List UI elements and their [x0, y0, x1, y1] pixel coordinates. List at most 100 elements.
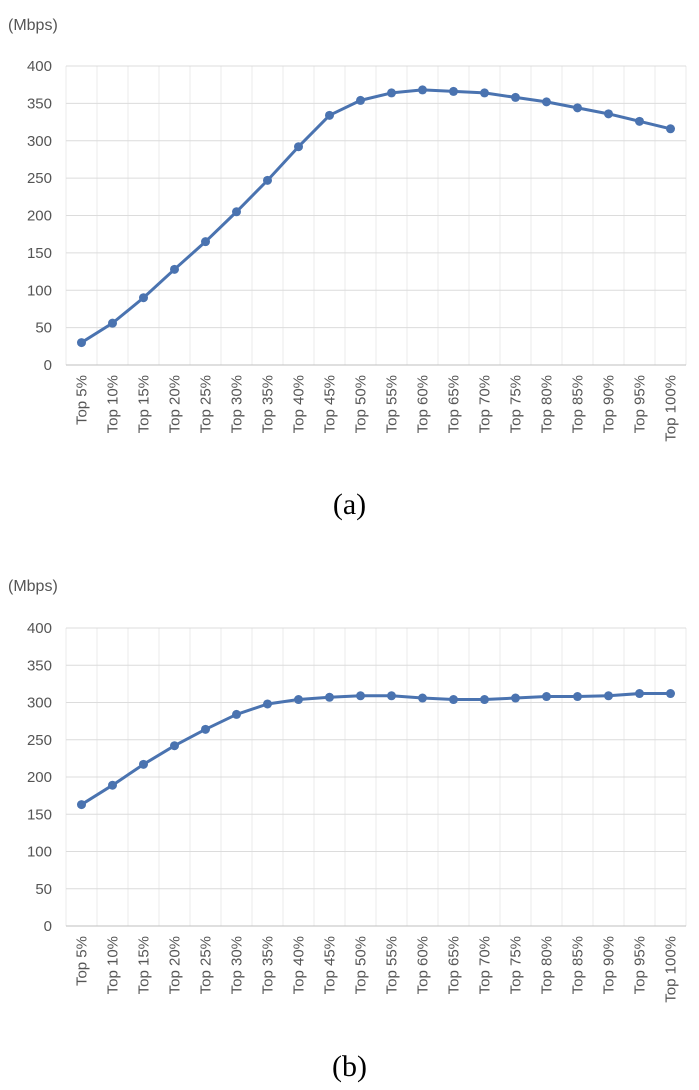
caption-a: (a): [332, 488, 367, 521]
y-unit-label: (Mbps): [8, 578, 58, 595]
data-point: [480, 695, 489, 705]
y-tick-label: 100: [27, 844, 52, 861]
data-point: [170, 741, 179, 751]
data-point: [635, 116, 644, 126]
y-tick-label: 350: [27, 95, 52, 112]
data-point: [635, 689, 644, 699]
y-tick-label: 400: [27, 58, 52, 75]
data-point: [356, 691, 365, 701]
line-chart-a: (Mbps) 0 50 100 150 200 250 300 350 400 Top 5% Top …: [8, 17, 687, 442]
series-line: [80, 88, 671, 344]
data-point: [449, 86, 458, 96]
data-point: [356, 95, 365, 105]
x-tick-label: Top 30%: [229, 936, 246, 994]
data-point: [139, 759, 148, 769]
data-point: [139, 293, 148, 303]
chart-panel-b: (Mbps) 0 50 100 150 200 250 300 350 400 Top 5% Top …: [0, 560, 699, 1040]
data-point: [666, 689, 675, 699]
data-point: [511, 693, 520, 703]
line-chart-b: (Mbps) 0 50 100 150 200 250 300 350 400 Top 5% Top …: [8, 578, 687, 1003]
y-tick-label: 200: [27, 208, 52, 225]
data-point: [542, 97, 551, 107]
data-point: [542, 692, 551, 702]
data-point: [263, 699, 272, 709]
y-tick-label: 250: [27, 732, 52, 749]
series-line: [80, 692, 671, 806]
data-point: [480, 88, 489, 98]
x-tick-label: Top 75%: [508, 375, 525, 433]
data-point: [666, 124, 675, 134]
y-tick-label: 350: [27, 657, 52, 674]
data-point: [201, 237, 210, 247]
x-tick-label: Top 75%: [508, 936, 525, 994]
x-tick-label: Top 10%: [105, 936, 122, 994]
x-tick-label: Top 55%: [384, 936, 401, 994]
y-tick-label: 150: [27, 806, 52, 823]
x-tick-label: Top 30%: [229, 375, 246, 433]
data-point: [573, 692, 582, 702]
data-point: [294, 695, 303, 705]
x-tick-label: Top 60%: [415, 375, 432, 433]
x-tick-label: Top 25%: [198, 375, 215, 433]
x-tick-label: Top 40%: [291, 936, 308, 994]
data-point: [604, 691, 613, 701]
x-tick-label: Top 45%: [322, 936, 339, 994]
data-point: [263, 175, 272, 185]
data-point: [387, 88, 396, 98]
data-point: [170, 264, 179, 274]
x-tick-label: Top 80%: [539, 375, 556, 433]
y-unit-label: (Mbps): [8, 17, 58, 34]
x-tick-label: Top 25%: [198, 936, 215, 994]
x-tick-label: Top 20%: [167, 375, 184, 433]
data-point: [418, 85, 427, 95]
x-tick-label: Top 15%: [136, 936, 153, 994]
data-point: [573, 103, 582, 113]
x-tick-label: Top 70%: [477, 375, 494, 433]
data-point: [449, 695, 458, 705]
data-point: [232, 207, 241, 217]
x-tick-label: Top 70%: [477, 936, 494, 994]
data-point: [604, 109, 613, 119]
y-tick-label: 300: [27, 695, 52, 712]
x-tick-label: Top 35%: [260, 936, 277, 994]
y-tick-label: 100: [27, 282, 52, 299]
data-point: [108, 318, 117, 328]
data-point: [387, 691, 396, 701]
x-tick-label: Top 85%: [570, 375, 587, 433]
x-tick-label: Top 35%: [260, 375, 277, 433]
data-point: [108, 780, 117, 790]
data-point: [418, 693, 427, 703]
x-tick-label: Top 50%: [353, 375, 370, 433]
x-tick-label: Top 90%: [601, 936, 618, 994]
chart-panel-a: (Mbps) 0 50 100 150 200 250 300 350 400 Top 5% Top …: [0, 0, 699, 475]
x-tick-label: Top 100%: [663, 936, 680, 1003]
x-tick-label: Top 60%: [415, 936, 432, 994]
y-tick-label: 50: [35, 881, 52, 898]
x-tick-label: Top 15%: [136, 375, 153, 433]
x-tick-label: Top 20%: [167, 936, 184, 994]
y-tick-label: 150: [27, 245, 52, 262]
x-tick-label: Top 65%: [446, 375, 463, 433]
y-tick-label: 400: [27, 620, 52, 637]
y-tick-label: 0: [44, 357, 52, 374]
y-tick-label: 50: [35, 320, 52, 337]
x-tick-label: Top 90%: [601, 375, 618, 433]
data-point: [325, 110, 334, 120]
x-tick-label: Top 100%: [663, 375, 680, 442]
y-tick-label: 300: [27, 133, 52, 150]
x-tick-label: Top 95%: [632, 375, 649, 433]
x-tick-label: Top 85%: [570, 936, 587, 994]
x-tick-label: Top 80%: [539, 936, 556, 994]
data-point: [201, 724, 210, 734]
y-tick-label: 0: [44, 918, 52, 935]
x-tick-label: Top 95%: [632, 936, 649, 994]
data-point: [232, 709, 241, 719]
x-tick-label: Top 65%: [446, 936, 463, 994]
x-tick-label: Top 55%: [384, 375, 401, 433]
x-tick-label: Top 45%: [322, 375, 339, 433]
y-tick-label: 200: [27, 769, 52, 786]
data-point: [77, 338, 86, 348]
x-tick-label: Top 10%: [105, 375, 122, 433]
data-point: [77, 800, 86, 810]
x-tick-label: Top 5%: [74, 936, 91, 986]
